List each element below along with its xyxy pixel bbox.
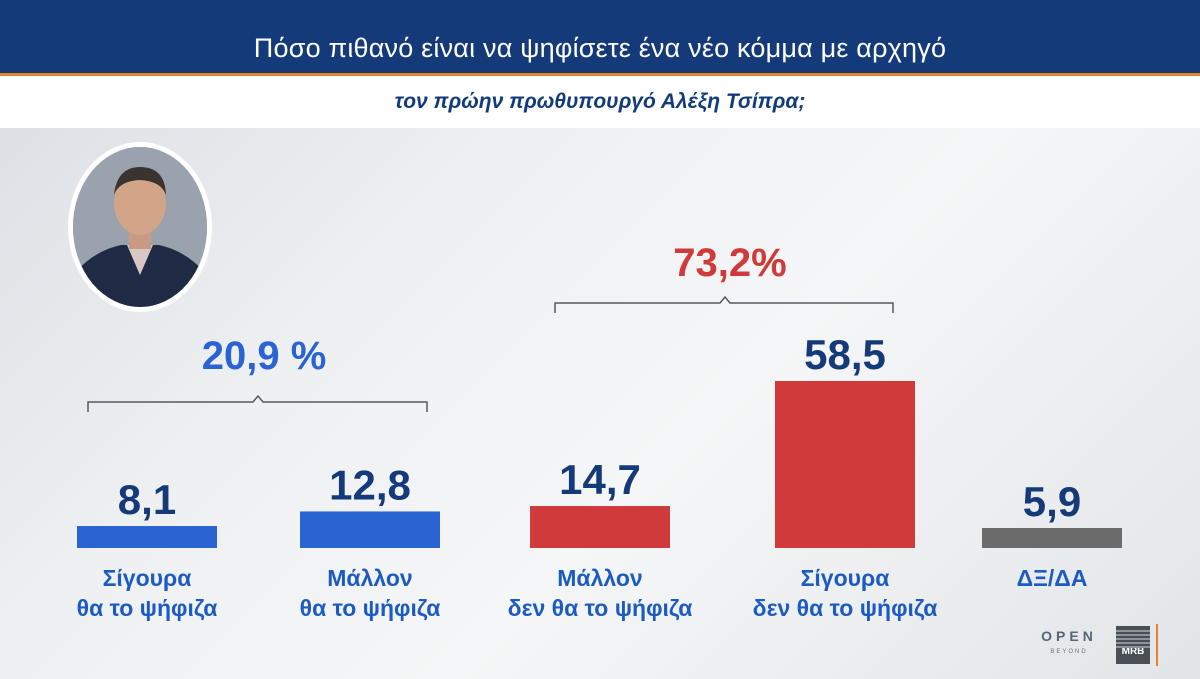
bar-value-label-1: 8,1: [118, 476, 176, 523]
category-label-1-line-1: Σίγουρα: [103, 565, 192, 591]
bar-1: [77, 526, 217, 548]
bar-3: [530, 506, 670, 548]
bar-value-label-4: 58,5: [804, 331, 886, 378]
category-label-3-line-1: Μάλλον: [557, 565, 642, 591]
positive-group-total: 20,9 %: [202, 334, 327, 378]
pollster-logo-stripes: [1116, 630, 1150, 648]
negative-group-brace: [554, 295, 894, 313]
channel-logo-sub: BEYOND: [1050, 649, 1088, 655]
category-label-4-line-2: δεν θα το ψήφιζα: [753, 595, 938, 621]
title-bar: Πόσο πιθανό είναι να ψηφίσετε ένα νέο κό…: [0, 0, 1200, 76]
chart-subtitle: τον πρώην πρωθυπουργό Αλέξη Τσίπρα;: [394, 90, 806, 113]
category-label-3-line-2: δεν θα το ψήφιζα: [508, 595, 693, 621]
negative-group-total: 73,2%: [673, 241, 786, 285]
portrait-illustration: [73, 147, 207, 307]
bar-2: [300, 511, 440, 548]
positive-group-brace: [87, 394, 428, 412]
category-label-2-line-2: θα το ψήφιζα: [300, 595, 441, 621]
category-label-2-line-1: Μάλλον: [327, 565, 412, 591]
chart-title: Πόσο πιθανό είναι να ψηφίσετε ένα νέο κό…: [253, 33, 947, 63]
bar-value-label-5: 5,9: [1023, 478, 1081, 525]
bar-value-label-2: 12,8: [329, 461, 411, 508]
category-label-4-line-1: Σίγουρα: [801, 565, 890, 591]
logos: OPEN BEYOND MRB: [1030, 622, 1190, 670]
bar-5: [982, 528, 1122, 548]
logo-divider: [1156, 624, 1158, 666]
subtitle-bar: τον πρώην πρωθυπουργό Αλέξη Τσίπρα;: [0, 76, 1200, 128]
bar-value-label-3: 14,7: [559, 456, 641, 503]
politician-photo: [68, 142, 212, 312]
channel-logo: OPEN: [1041, 628, 1097, 644]
category-label-5-line-1: ΔΞ/ΔΑ: [1017, 565, 1088, 591]
category-label-1-line-2: θα το ψήφιζα: [77, 595, 218, 621]
bar-4: [775, 381, 915, 548]
